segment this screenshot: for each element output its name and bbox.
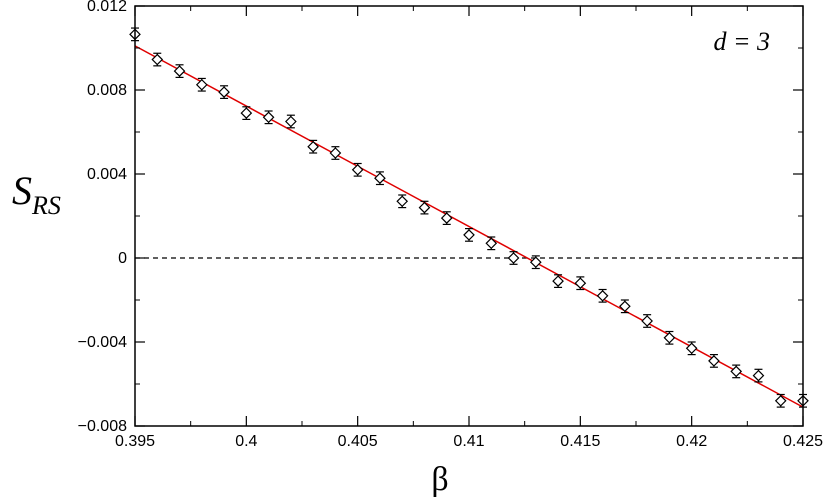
y-tick-label: 0 xyxy=(118,250,127,267)
diamond-marker xyxy=(708,355,720,367)
diamond-marker xyxy=(752,369,765,382)
y-tick-label: 0.008 xyxy=(87,82,127,99)
data-point xyxy=(708,354,720,368)
x-tick-label: 0.395 xyxy=(115,433,155,450)
diamond-marker xyxy=(619,300,631,313)
data-point xyxy=(307,139,319,154)
data-point xyxy=(151,52,164,67)
diamond-marker xyxy=(240,107,253,119)
x-tick-label: 0.42 xyxy=(676,433,707,450)
y-axis-label-main: S xyxy=(12,168,32,213)
diamond-marker xyxy=(685,342,698,355)
diamond-marker xyxy=(396,195,409,208)
y-axis-label-subscript: RS xyxy=(31,191,61,220)
axis-ticks: 0.395 0.4 0.405 0.41 0.415 0.42 0.425 −0.008 −0.… xyxy=(78,0,824,450)
diamond-marker xyxy=(596,289,609,302)
diamond-marker xyxy=(463,229,475,241)
y-tick-label: 0.004 xyxy=(87,166,127,183)
data-point xyxy=(619,299,631,314)
data-point xyxy=(329,146,342,160)
data-point xyxy=(285,114,297,129)
plot-frame xyxy=(134,5,804,427)
x-axis-label: β xyxy=(431,461,448,498)
diamond-marker xyxy=(552,275,564,287)
x-tick-label: 0.425 xyxy=(783,433,823,450)
diamond-marker xyxy=(663,331,676,344)
data-point xyxy=(262,110,275,125)
data-point xyxy=(463,228,475,242)
diamond-marker xyxy=(262,111,275,124)
y-axis-label: SRS xyxy=(12,168,61,220)
diamond-marker xyxy=(151,53,164,66)
data-point xyxy=(641,314,653,328)
diamond-marker xyxy=(440,212,453,224)
data-point xyxy=(418,200,431,215)
data-point xyxy=(374,171,386,186)
diamond-marker xyxy=(529,256,542,269)
data-point xyxy=(195,77,208,92)
data-point xyxy=(552,274,564,288)
data-point xyxy=(351,162,364,177)
diamond-marker xyxy=(307,140,319,153)
diamond-marker xyxy=(574,277,587,290)
x-tick-label: 0.405 xyxy=(338,433,378,450)
data-point xyxy=(440,211,453,225)
diamond-marker xyxy=(374,172,386,185)
diamond-marker xyxy=(329,147,342,159)
diamond-marker xyxy=(418,201,431,214)
data-point xyxy=(240,106,253,121)
data-point xyxy=(596,288,609,303)
dimension-annotation: d = 3 xyxy=(713,27,770,56)
data-point xyxy=(396,194,409,209)
diamond-marker xyxy=(730,365,743,378)
plot-area xyxy=(129,27,809,408)
x-tick-label: 0.415 xyxy=(560,433,600,450)
diamond-marker xyxy=(285,115,297,128)
diamond-marker xyxy=(485,237,498,250)
diamond-marker xyxy=(351,163,364,176)
data-point xyxy=(529,255,542,270)
data-point xyxy=(685,341,698,356)
diamond-marker xyxy=(641,315,653,327)
data-point xyxy=(752,368,765,383)
data-point xyxy=(485,236,498,251)
data-point xyxy=(173,64,186,79)
diamond-marker xyxy=(173,65,186,77)
data-point xyxy=(574,276,587,291)
x-tick-label: 0.41 xyxy=(453,433,484,450)
data-point xyxy=(730,364,743,379)
y-tick-label: −0.008 xyxy=(78,418,127,435)
data-point xyxy=(507,251,520,265)
fit-line xyxy=(134,45,804,408)
y-tick-label: 0.012 xyxy=(87,0,127,15)
diamond-marker xyxy=(774,394,787,407)
diamond-marker xyxy=(195,78,208,91)
data-point xyxy=(218,85,230,100)
diamond-marker xyxy=(507,252,520,264)
y-tick-label: −0.004 xyxy=(78,334,127,351)
data-point xyxy=(774,393,787,408)
x-tick-label: 0.4 xyxy=(235,433,257,450)
diamond-marker xyxy=(218,86,230,98)
data-point xyxy=(663,330,676,345)
